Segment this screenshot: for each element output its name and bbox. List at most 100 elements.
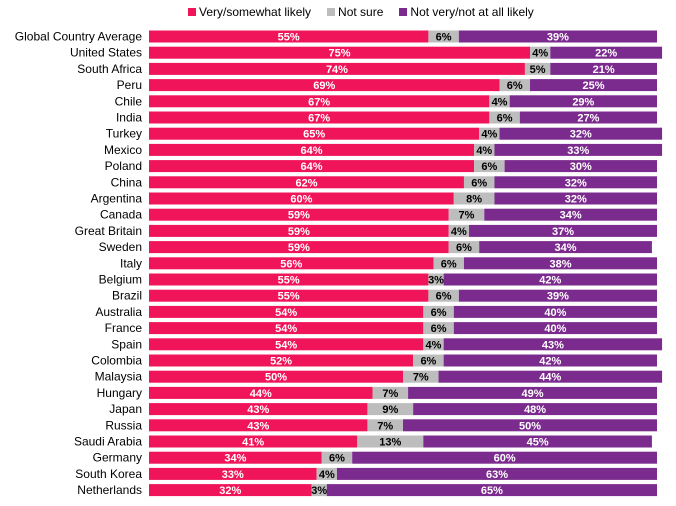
data-label: 5% (530, 64, 546, 76)
category-label: United States (70, 46, 142, 60)
bar-segment (489, 111, 520, 124)
data-label: 43% (542, 339, 564, 351)
category-label: Hungary (97, 386, 142, 400)
data-label: 43% (247, 420, 269, 432)
bar-segment (474, 143, 495, 156)
data-label: 27% (577, 113, 599, 125)
bar-segment (149, 208, 449, 221)
data-label: 50% (265, 372, 287, 384)
data-label: 6% (431, 307, 447, 319)
category-label: Japan (109, 402, 142, 416)
legend-item: Very/somewhat likely (188, 5, 311, 19)
bar-segment (149, 46, 530, 59)
data-label: 59% (288, 210, 310, 222)
data-label: 52% (270, 356, 292, 368)
bar-segment (403, 419, 657, 432)
bar-segment (149, 338, 424, 351)
data-label: 7% (377, 420, 393, 432)
bar-segment (413, 403, 657, 416)
bar-segment (149, 224, 449, 237)
data-label: 42% (539, 275, 561, 287)
data-label: 67% (308, 113, 330, 125)
data-label: 4% (451, 226, 467, 238)
bar-segment (479, 127, 500, 140)
bar-segment (149, 62, 525, 75)
bar-segment (428, 273, 444, 286)
category-label: Turkey (106, 127, 142, 141)
data-label: 6% (507, 80, 523, 92)
data-label: 8% (466, 194, 482, 206)
data-label: 60% (290, 194, 312, 206)
bar-segment (149, 435, 358, 448)
data-label: 42% (539, 356, 561, 368)
data-label: 39% (547, 32, 569, 44)
bar-segment (413, 354, 444, 367)
bar-segment (149, 322, 424, 335)
data-label: 34% (224, 453, 246, 465)
category-label: Netherlands (77, 483, 142, 497)
category-label: Germany (93, 451, 142, 465)
data-label: 30% (570, 161, 592, 173)
data-label: 63% (486, 469, 508, 481)
bar-segment (367, 403, 414, 416)
data-label: 6% (471, 177, 487, 189)
category-label: Argentina (91, 192, 143, 206)
data-label: 55% (278, 291, 300, 303)
data-label: 4% (481, 129, 497, 141)
data-label: 54% (275, 323, 297, 335)
data-label: 34% (560, 210, 582, 222)
data-label: 3% (428, 275, 444, 287)
data-label: 33% (222, 469, 244, 481)
category-label: South Africa (77, 62, 142, 76)
category-label: Saudi Arabia (74, 435, 142, 449)
category-label: Brazil (112, 289, 142, 303)
bar-segment (463, 257, 657, 270)
data-label: 60% (494, 453, 516, 465)
bar-segment (149, 354, 414, 367)
category-label: Peru (117, 78, 142, 92)
data-label: 40% (544, 323, 566, 335)
data-label: 4% (532, 48, 548, 60)
data-label: 44% (539, 372, 561, 384)
data-label: 13% (379, 437, 401, 449)
data-label: 34% (555, 242, 577, 254)
data-label: 55% (278, 32, 300, 44)
category-label: Global Country Average (15, 30, 143, 44)
bar-segment (494, 143, 663, 156)
data-label: 6% (436, 291, 452, 303)
bar-segment (149, 241, 449, 254)
bar-segment (428, 289, 459, 302)
bar-segment (149, 95, 490, 108)
bar-segment (479, 241, 652, 254)
data-label: 39% (547, 291, 569, 303)
data-label: 43% (247, 404, 269, 416)
data-label: 6% (441, 258, 457, 270)
bar-segment (149, 143, 475, 156)
data-label: 4% (426, 339, 442, 351)
data-label: 38% (549, 258, 571, 270)
bar-segment (149, 160, 475, 173)
data-label: 6% (497, 113, 513, 125)
bar-segment (149, 386, 373, 399)
legend-label: Not sure (338, 5, 384, 19)
bar-segment (149, 305, 424, 318)
bar-segment (443, 354, 657, 367)
bar-segment (453, 192, 495, 205)
data-label: 56% (280, 258, 302, 270)
data-label: 65% (303, 129, 325, 141)
data-label: 37% (552, 226, 574, 238)
category-label: Belgium (99, 273, 142, 287)
bar-segment (423, 305, 454, 318)
data-label: 3% (311, 485, 327, 497)
category-label: Mexico (104, 143, 142, 157)
bar-segment (357, 435, 424, 448)
category-label: Australia (95, 305, 142, 319)
data-label: 32% (570, 129, 592, 141)
data-label: 6% (431, 323, 447, 335)
bar-segment (524, 62, 551, 75)
bar-segment (499, 127, 663, 140)
data-label: 75% (328, 48, 350, 60)
data-label: 7% (413, 372, 429, 384)
bar-segment (149, 273, 429, 286)
